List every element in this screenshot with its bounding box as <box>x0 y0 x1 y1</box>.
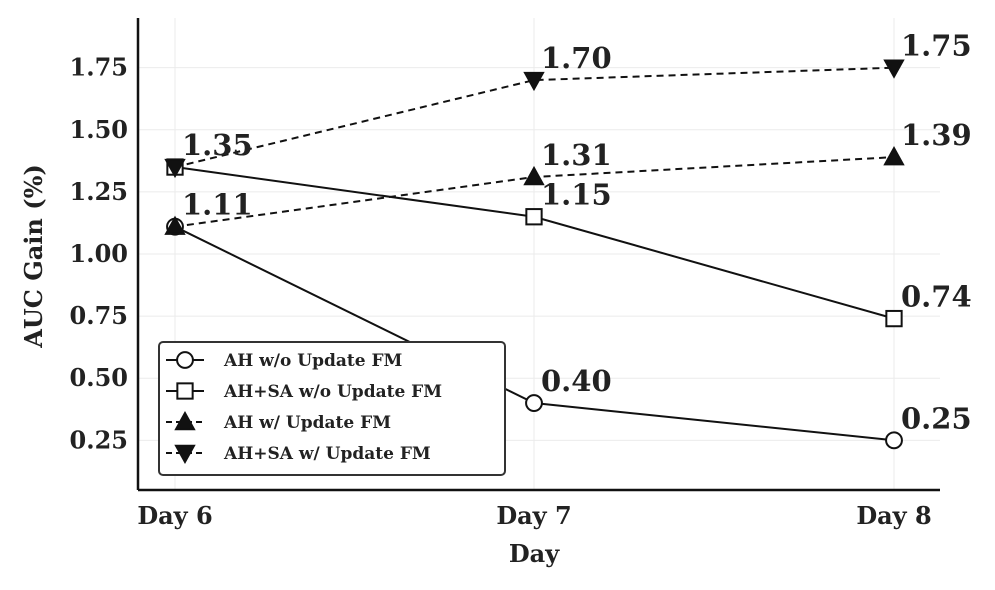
x-axis-label: Day <box>509 539 560 568</box>
data-point <box>523 165 545 186</box>
legend-entry-label: AH+SA w/o Update FM <box>223 382 442 402</box>
data-label: 1.39 <box>901 118 972 152</box>
data-label: 0.74 <box>901 280 972 314</box>
data-point <box>883 59 905 79</box>
y-tick-label: 1.75 <box>70 53 128 82</box>
data-point <box>164 158 186 179</box>
data-label: 1.35 <box>182 128 253 162</box>
data-point <box>525 394 543 412</box>
data-point <box>885 309 903 328</box>
legend-marker <box>174 410 196 431</box>
x-tick-label: Day 7 <box>496 501 571 530</box>
x-tick-label: Day 6 <box>137 501 212 530</box>
x-tick-label: Day 8 <box>856 501 931 530</box>
legend-box <box>158 341 506 476</box>
data-labels: 1.11 0.40 0.25 1.35 1.15 0.74 1.31 1.39 1.70 1.75 <box>182 29 972 436</box>
data-label: 1.15 <box>541 178 612 212</box>
axes <box>136 18 940 492</box>
y-tick-label: 1.25 <box>70 177 128 206</box>
tick-labels: 0.25 0.50 0.75 1.00 1.25 1.50 1.75 Day 6 Day 7 Da… <box>70 53 932 530</box>
data-point <box>164 215 186 235</box>
data-label: 1.75 <box>901 29 972 63</box>
y-axis-label: AUC Gain (%) <box>19 164 48 349</box>
legend-marker <box>176 351 194 369</box>
data-point <box>883 146 905 166</box>
y-tick-label: 0.50 <box>70 363 128 392</box>
legend-marker <box>174 444 196 465</box>
data-label: 1.70 <box>541 41 612 75</box>
legend-entry-label: AH w/ Update FM <box>223 413 391 433</box>
legend-marker <box>176 382 194 400</box>
legend-entry-label: AH w/o Update FM <box>223 351 403 371</box>
y-tick-label: 0.75 <box>70 301 128 330</box>
data-point <box>885 431 903 450</box>
series-markers <box>164 59 905 450</box>
data-label: 1.31 <box>541 138 612 172</box>
y-tick-label: 1.00 <box>70 239 128 268</box>
data-label: 0.40 <box>541 364 612 398</box>
y-tick-label: 0.25 <box>70 425 128 454</box>
legend: AH w/o Update FM AH+SA w/o Update FM AH w/… <box>158 341 506 476</box>
data-label: 1.11 <box>182 188 253 222</box>
data-point <box>523 71 545 92</box>
y-tick-label: 1.50 <box>70 115 128 144</box>
series-line <box>174 66 895 169</box>
data-point <box>525 208 543 226</box>
legend-entry-label: AH+SA w/ Update FM <box>223 444 431 464</box>
data-label: 0.25 <box>901 401 972 435</box>
